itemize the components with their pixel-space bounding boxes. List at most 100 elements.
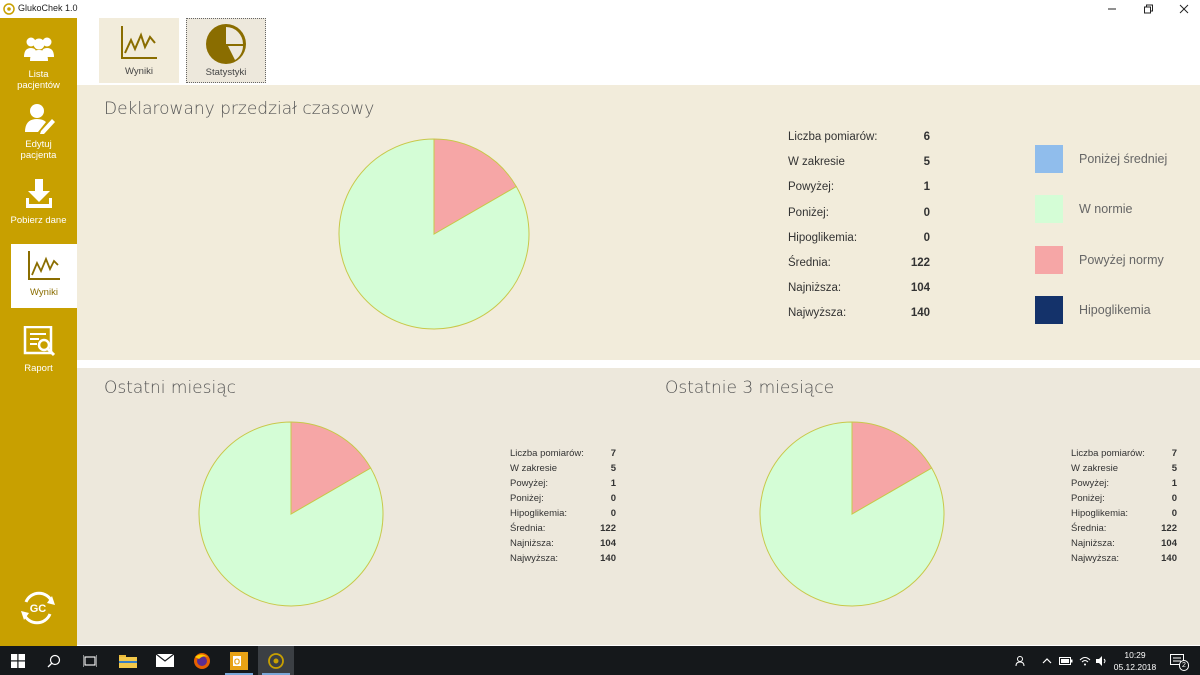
stat-label: Poniżej: — [510, 493, 544, 504]
stat-value: 1 — [610, 478, 616, 489]
close-button[interactable] — [1166, 0, 1200, 18]
taskbar-clock[interactable]: 10:29 05.12.2018 — [1108, 649, 1162, 673]
line-chart-icon — [116, 20, 162, 66]
legend-label: Poniżej średniej — [1079, 152, 1168, 167]
chart-icon — [26, 248, 62, 284]
firefox-button[interactable] — [184, 646, 220, 675]
stat-row: Liczba pomiarów: 7 — [1071, 448, 1177, 463]
stat-row: W zakresie 5 — [788, 156, 930, 181]
start-icon — [11, 653, 25, 668]
declared-period-title: Deklarowany przedział czasowy — [104, 99, 375, 119]
stat-label: Hipoglikemia: — [1071, 508, 1129, 519]
stat-row: Średnia: 122 — [1071, 523, 1177, 538]
stat-row: Najwyższa: 140 — [510, 553, 616, 568]
legend-item: W normie — [1035, 184, 1167, 234]
pie-slice-powyzej-normy — [433, 138, 517, 235]
download-icon — [21, 176, 57, 212]
legend-swatch — [1035, 245, 1063, 274]
task-view-button[interactable] — [72, 646, 108, 675]
stat-label: W zakresie — [510, 463, 557, 474]
stat-label: Poniżej: — [1071, 493, 1105, 504]
legend: Poniżej średniej W normie Powyżej normy Hip… — [1035, 134, 1167, 335]
file-explorer-button[interactable] — [110, 646, 146, 675]
stat-row: Najniższa: 104 — [1071, 538, 1177, 553]
start-button[interactable] — [0, 646, 36, 675]
stat-row: W zakresie 5 — [1071, 463, 1177, 478]
outlook-button[interactable]: O — [221, 646, 257, 675]
stat-value: 0 — [1171, 493, 1177, 504]
stat-value: 104 — [1161, 538, 1177, 549]
stat-value: 140 — [1161, 553, 1177, 564]
network-indicator[interactable] — [1077, 646, 1093, 675]
sidebar-item-label: Raport — [24, 363, 53, 374]
sidebar-item-download[interactable]: Pobierz dane — [0, 176, 77, 226]
legend-item: Powyżej normy — [1035, 235, 1167, 285]
minimize-button[interactable] — [1094, 0, 1130, 18]
stat-value: 122 — [600, 523, 616, 534]
legend-swatch — [1035, 195, 1063, 224]
restore-button[interactable] — [1130, 0, 1166, 18]
last-month-stats: Liczba pomiarów: 7 W zakresie 5 Powyżej: 1 Pon… — [510, 448, 616, 568]
legend-item: Poniżej średniej — [1035, 134, 1167, 184]
pie-slice-powyzej-normy — [290, 421, 372, 515]
stat-row: Średnia: 122 — [788, 257, 930, 282]
sidebar-item-report[interactable]: Raport — [0, 324, 77, 374]
volume-indicator[interactable] — [1095, 646, 1109, 675]
stat-label: W zakresie — [1071, 463, 1118, 474]
stat-row: Najniższa: 104 — [510, 538, 616, 553]
sidebar-item-results[interactable]: Wyniki — [11, 244, 77, 308]
legend-label: Powyżej normy — [1079, 252, 1164, 267]
stat-label: Hipoglikemia: — [510, 508, 568, 519]
app-logo-icon — [3, 3, 15, 15]
sidebar-item-label: Lista pacjentów — [17, 69, 60, 91]
pie-slice-powyzej-normy — [851, 421, 933, 515]
task-view-icon — [83, 654, 97, 667]
taskbar: O 10:29 05.12.2018 2 — [0, 646, 1200, 675]
mail-button[interactable] — [147, 646, 183, 675]
legend-label: Hipoglikemia — [1079, 303, 1151, 318]
pie-slice-w-normie — [759, 421, 945, 607]
glukochek-logo-icon: GC — [21, 591, 55, 625]
stat-row: Powyżej: 1 — [1071, 478, 1177, 493]
sidebar-item-label: Wyniki — [30, 287, 58, 298]
stat-row: Poniżej: 0 — [510, 493, 616, 508]
tab-results[interactable]: Wyniki — [99, 18, 179, 83]
stat-value: 7 — [1171, 448, 1177, 459]
pie-slice-w-normie — [198, 421, 384, 607]
stat-value: 122 — [910, 256, 930, 269]
mail-icon — [156, 654, 174, 667]
stat-label: Poniżej: — [788, 206, 829, 219]
sidebar-item-label: Edytuj pacjenta — [20, 139, 57, 161]
legend-swatch — [1035, 145, 1063, 174]
stat-label: Najniższa: — [1071, 538, 1115, 549]
stat-value: 5 — [610, 463, 616, 474]
last-3-months-title: Ostatnie 3 miesiące — [665, 378, 835, 398]
stat-row: Poniżej: 0 — [1071, 493, 1177, 508]
stat-label: Powyżej: — [510, 478, 549, 489]
users-icon — [21, 30, 57, 66]
notification-count-badge: 2 — [1179, 660, 1189, 671]
stat-label: Najniższa: — [788, 282, 842, 295]
search-button[interactable] — [36, 646, 72, 675]
stat-row: Najwyższa: 140 — [788, 307, 930, 332]
stat-row: Powyżej: 1 — [510, 478, 616, 493]
report-icon — [21, 324, 57, 360]
glukochek-taskbar-button[interactable] — [258, 646, 294, 675]
close-icon — [1179, 4, 1189, 14]
battery-indicator[interactable] — [1058, 646, 1074, 675]
stat-value: 0 — [610, 493, 616, 504]
declared-period-pie-chart — [338, 138, 530, 330]
sidebar-item-patient-list[interactable]: Lista pacjentów — [0, 30, 77, 91]
sidebar-item-edit-patient[interactable]: Edytuj pacjenta — [0, 100, 77, 161]
stat-label: Liczba pomiarów: — [1071, 448, 1145, 459]
tab-statistics[interactable]: Statystyki — [186, 18, 266, 83]
stat-value: 0 — [1171, 508, 1177, 519]
people-button[interactable] — [1012, 646, 1030, 675]
stat-row: Poniżej: 0 — [788, 207, 930, 232]
show-hidden-icons-button[interactable] — [1040, 646, 1054, 675]
tab-statistics-label: Statystyki — [205, 67, 247, 78]
stat-value: 5 — [1171, 463, 1177, 474]
title-bar: GlukoChek 1.0 — [0, 0, 1200, 18]
stat-label: Powyżej: — [788, 181, 835, 194]
action-center-button[interactable]: 2 — [1166, 646, 1190, 675]
